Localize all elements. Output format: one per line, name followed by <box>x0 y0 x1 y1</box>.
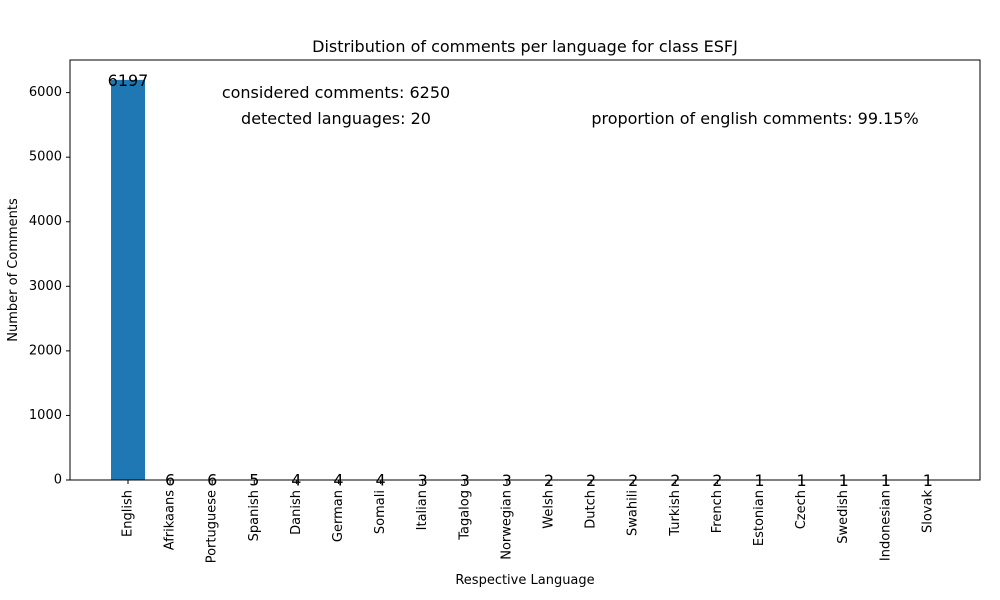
annotation-detected: detected languages: 20 <box>241 109 431 128</box>
x-tick-label: Spanish <box>247 490 262 541</box>
y-tick-label: 6000 <box>29 85 62 100</box>
bars-group <box>111 79 945 481</box>
x-tick-label: French <box>710 490 725 533</box>
annotation-proportion: proportion of english comments: 99.15% <box>591 109 918 128</box>
x-tick-label: Somali <box>373 490 388 534</box>
x-tick-label: Swedish <box>836 490 851 544</box>
x-ticks-group: English Afrikaans Portuguese Spanish Danish G… <box>121 480 935 563</box>
bar-english <box>111 79 145 481</box>
x-tick-label: German <box>331 490 346 542</box>
y-tick-label: 3000 <box>29 279 62 294</box>
x-tick-label: Italian <box>415 490 430 530</box>
data-label: 6197 <box>108 71 149 90</box>
x-tick-label: Dutch <box>584 490 599 529</box>
x-tick-label: Danish <box>289 490 304 535</box>
y-ticks-group: 0 1000 2000 3000 4000 5000 6000 <box>29 85 70 488</box>
x-tick-label: Portuguese <box>205 490 220 563</box>
plot-area-frame <box>69 59 981 481</box>
y-tick-label: 4000 <box>29 214 62 229</box>
x-tick-label: Slovak <box>920 490 935 533</box>
x-axis-label: Respective Language <box>455 573 594 588</box>
x-tick-label: Estonian <box>752 490 767 546</box>
y-tick-label: 1000 <box>29 408 62 423</box>
x-tick-label: Norwegian <box>499 490 514 560</box>
x-tick-label: Afrikaans <box>163 490 178 550</box>
x-tick-label: Tagalog <box>457 490 472 541</box>
annotation-considered: considered comments: 6250 <box>222 83 450 102</box>
y-tick-label: 0 <box>54 473 62 488</box>
x-tick-label: Welsh <box>542 490 557 529</box>
y-tick-label: 2000 <box>29 343 62 358</box>
chart-title: Distribution of comments per language fo… <box>312 37 738 56</box>
y-tick-label: 5000 <box>29 150 62 165</box>
y-axis-label: Number of Comments <box>6 198 21 342</box>
x-tick-label: Swahili <box>626 490 641 536</box>
x-tick-label: Czech <box>794 490 809 529</box>
x-tick-label: English <box>121 490 136 537</box>
x-tick-label: Turkish <box>668 490 683 537</box>
x-tick-label: Indonesian <box>878 490 893 561</box>
